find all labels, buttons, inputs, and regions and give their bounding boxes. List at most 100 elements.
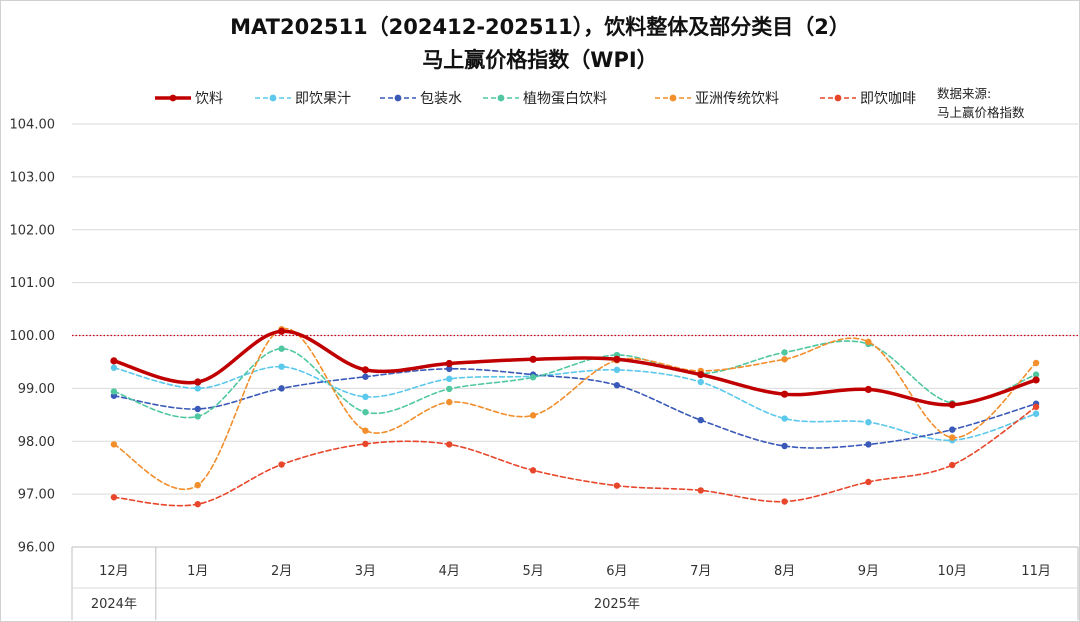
series-5 [110, 403, 1040, 508]
data-point [445, 359, 453, 368]
data-point [362, 373, 369, 380]
series-2 [110, 365, 1040, 450]
year-label: 2025年 [594, 597, 640, 612]
data-point [697, 487, 704, 494]
legend-item: 即饮果汁 [255, 91, 351, 107]
data-point [110, 494, 118, 501]
data-point [446, 375, 453, 383]
data-point [865, 338, 872, 346]
series-0 [110, 327, 1040, 409]
data-point [697, 371, 705, 379]
data-point [278, 363, 285, 370]
legend-marker [497, 94, 505, 102]
y-tick-label: 96.00 [18, 541, 55, 556]
data-point [277, 327, 286, 335]
data-point [194, 378, 202, 386]
data-point [949, 461, 956, 469]
x-tick-label: 11月 [1021, 564, 1051, 579]
data-point [697, 416, 704, 424]
x-tick-label: 3月 [355, 564, 376, 579]
legend-label: 包装水 [420, 91, 462, 107]
legend-marker [394, 94, 402, 102]
data-point [781, 498, 788, 505]
year-label: 2024年 [91, 597, 137, 612]
data-point [781, 442, 788, 450]
source-name: 马上赢价格指数 [937, 105, 1025, 120]
y-axis: 96.00 97.00 98.00 99.00 100.00 101.00 102.00 10… [10, 118, 56, 556]
data-point [194, 385, 201, 392]
data-point [1032, 376, 1040, 384]
x-tick-label: 9月 [858, 564, 879, 579]
y-tick-label: 98.00 [18, 435, 55, 450]
legend-label: 亚洲传统饮料 [695, 91, 779, 107]
x-axis: 12月 1月 2月 3月 4月 5月 6月 7月 8月 9月 10月 11月 2024年 2025年 [71, 546, 1079, 620]
data-point [446, 365, 453, 373]
y-tick-label: 103.00 [10, 170, 56, 185]
x-tick-label: 2月 [271, 564, 292, 579]
series-line [113, 368, 1037, 449]
data-point [278, 345, 285, 352]
data-point [110, 388, 118, 395]
data-point [864, 385, 873, 394]
data-point [446, 398, 453, 406]
legend-label: 即饮果汁 [295, 91, 351, 107]
series-group [110, 325, 1040, 508]
data-point [865, 419, 872, 426]
legend-label: 植物蛋白饮料 [523, 91, 607, 107]
data-point [1032, 371, 1040, 378]
legend-marker [169, 94, 177, 102]
data-point [361, 366, 370, 374]
data-point [110, 357, 118, 365]
data-point [278, 461, 285, 468]
series-line [113, 328, 1037, 490]
data-point [781, 349, 788, 356]
data-point [362, 393, 369, 401]
data-point [529, 412, 537, 419]
legend-item: 植物蛋白饮料 [483, 91, 607, 107]
y-tick-label: 102.00 [10, 223, 56, 238]
data-point [529, 467, 537, 474]
data-point [1032, 403, 1040, 411]
source-label: 数据来源: [937, 86, 991, 101]
data-point [446, 441, 453, 448]
legend-item: 亚洲传统饮料 [655, 91, 779, 107]
data-point [362, 440, 369, 448]
x-tick-label: 7月 [690, 564, 711, 579]
x-tick-label: 5月 [522, 564, 543, 579]
legend-marker [669, 94, 677, 102]
series-line [113, 365, 1037, 441]
data-point [194, 405, 201, 413]
data-point [781, 415, 788, 422]
data-point [780, 390, 789, 398]
series-line [113, 406, 1037, 507]
data-point [613, 482, 621, 489]
data-point [362, 408, 369, 416]
data-point [697, 378, 704, 386]
data-point [362, 427, 369, 434]
legend-label: 饮料 [195, 91, 223, 107]
data-point [865, 478, 872, 486]
legend-marker [834, 94, 842, 102]
y-tick-label: 104.00 [10, 118, 56, 133]
data-point [278, 385, 285, 392]
y-tick-label: 100.00 [10, 329, 56, 344]
chart-title: MAT202511（202412-202511），饮料整体及部分类目（2） [230, 15, 850, 39]
data-point [529, 374, 537, 381]
chart-subtitle: 马上赢价格指数（WPI） [422, 48, 657, 72]
data-point [194, 413, 201, 420]
legend: 饮料 即饮果汁 包装水 植物蛋白饮料 亚洲传统饮料 即饮咖啡 [155, 91, 916, 107]
x-tick-label: 4月 [439, 564, 460, 579]
y-tick-label: 97.00 [18, 488, 55, 503]
legend-marker [269, 94, 277, 102]
x-tick-label: 12月 [99, 564, 129, 579]
data-point [613, 355, 621, 363]
data-point [110, 364, 118, 371]
data-point [781, 356, 788, 363]
x-tick-label: 10月 [937, 564, 967, 579]
y-tick-label: 101.00 [10, 276, 56, 291]
x-tick-label: 1月 [187, 564, 208, 579]
series-line [112, 329, 1038, 407]
legend-item: 饮料 [155, 91, 223, 107]
